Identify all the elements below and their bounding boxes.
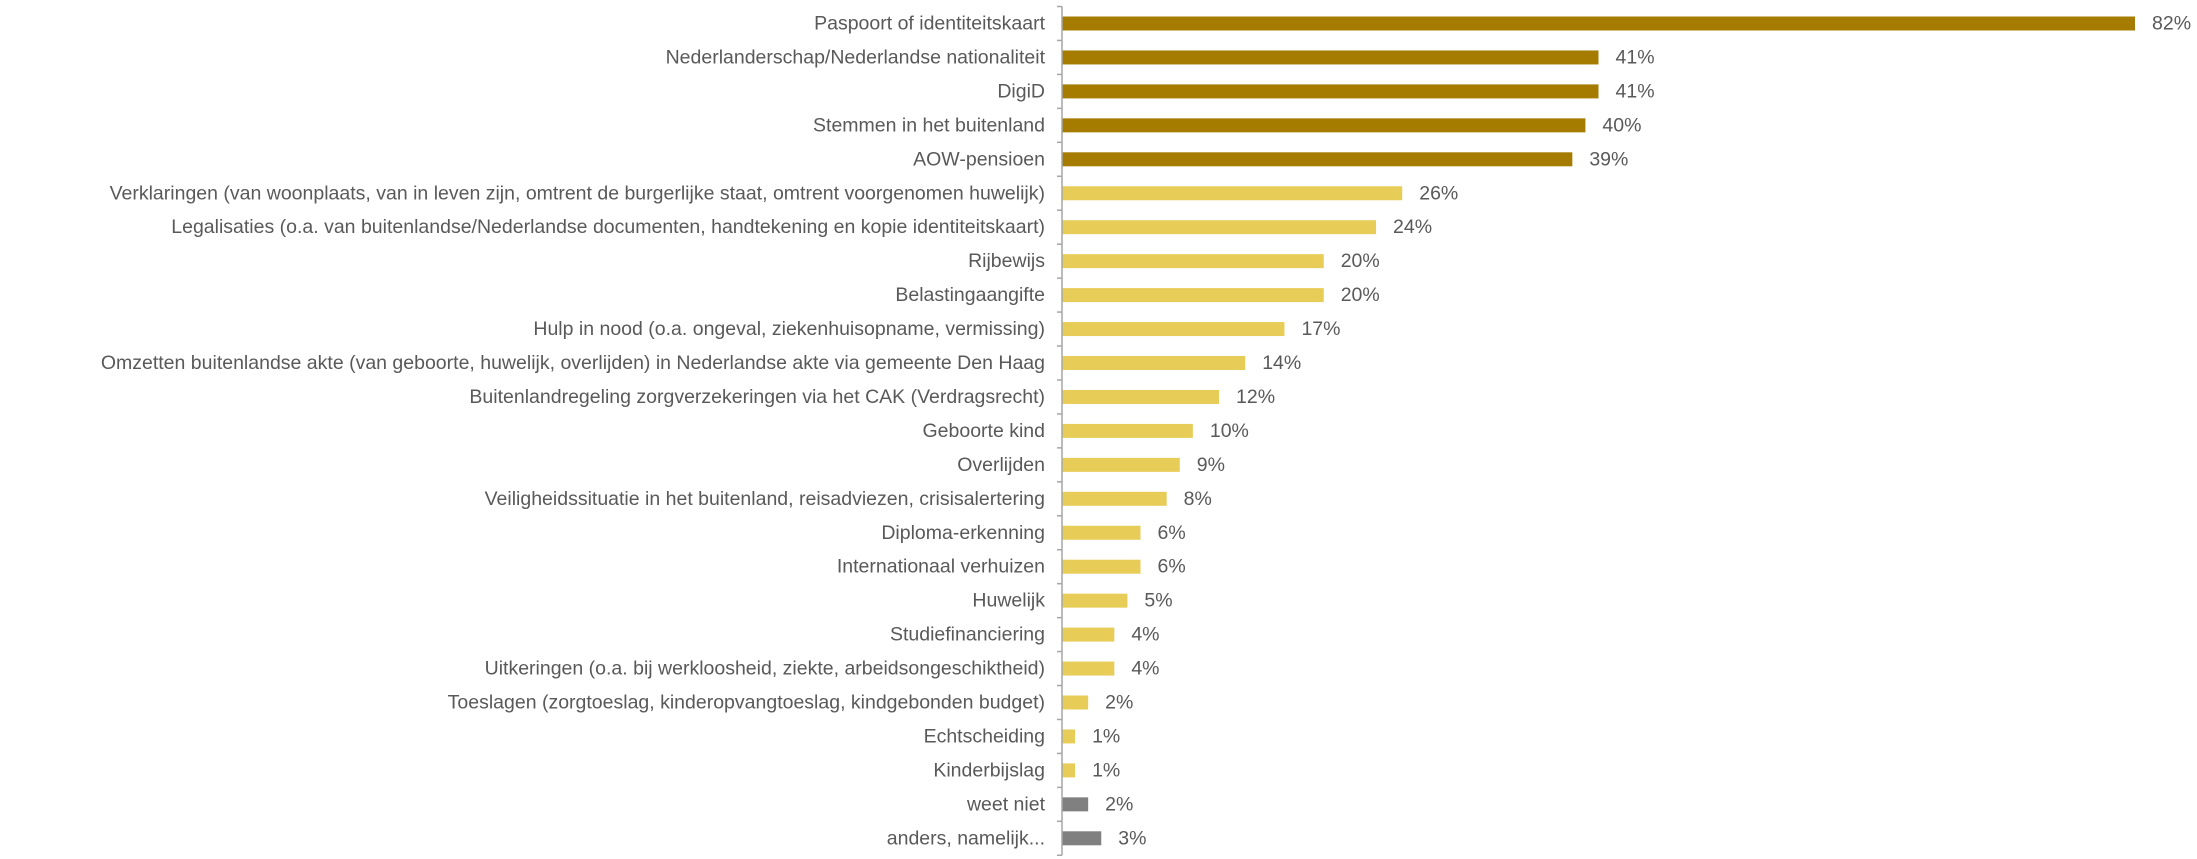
bar-belastingaangifte <box>1062 288 1324 303</box>
value-label: 17% <box>1301 318 1340 340</box>
bar-stemmen-in-het-buitenland <box>1062 118 1586 133</box>
bar-verklaringen-van-woonplaats-van-in-leven <box>1062 186 1403 201</box>
bar-nederlanderschap-nederlandse-nationalite <box>1062 50 1599 65</box>
category-label: anders, namelijk... <box>887 827 1045 849</box>
value-label: 14% <box>1262 352 1301 374</box>
category-label: Geboorte kind <box>923 420 1046 442</box>
value-label: 4% <box>1131 658 1159 680</box>
bar-geboorte-kind <box>1062 423 1193 438</box>
bar-uitkeringen-o-a-bij-werkloosheid-ziekte- <box>1062 661 1115 676</box>
bar-kinderbijslag <box>1062 763 1076 778</box>
bar-legalisaties-o-a-van-buitenlandse-nederl <box>1062 220 1377 235</box>
category-label: Omzetten buitenlandse akte (van geboorte… <box>101 352 1045 374</box>
bar-digid <box>1062 84 1599 99</box>
value-label: 1% <box>1092 759 1120 781</box>
category-label: Belastingaangifte <box>895 284 1045 306</box>
axis-ticks-layer <box>1057 5 1062 857</box>
category-label: AOW-pensioen <box>913 148 1045 170</box>
category-label: Huwelijk <box>972 590 1045 612</box>
category-label: Uitkeringen (o.a. bij werkloosheid, ziek… <box>485 658 1045 680</box>
category-label: Toeslagen (zorgtoeslag, kinderopvangtoes… <box>448 692 1045 714</box>
category-label: Legalisaties (o.a. van buitenlandse/Nede… <box>171 216 1045 238</box>
category-label: Veiligheidssituatie in het buitenland, r… <box>485 488 1045 510</box>
value-label: 9% <box>1197 454 1225 476</box>
value-label: 26% <box>1419 182 1458 204</box>
bar-diploma-erkenning <box>1062 525 1141 540</box>
value-label: 2% <box>1105 793 1133 815</box>
bar-weet-niet <box>1062 797 1089 812</box>
value-label: 39% <box>1589 148 1628 170</box>
bar-toeslagen-zorgtoeslag-kinderopvangtoesla <box>1062 695 1089 710</box>
category-label: weet niet <box>966 793 1046 815</box>
value-label: 10% <box>1210 420 1249 442</box>
category-label: DigiD <box>997 80 1045 102</box>
category-label: Nederlanderschap/Nederlandse nationalite… <box>666 46 1046 68</box>
value-label: 41% <box>1616 46 1655 68</box>
bar-huwelijk <box>1062 593 1128 608</box>
bar-echtscheiding <box>1062 729 1076 744</box>
bar-omzetten-buitenlandse-akte-van-geboorte- <box>1062 356 1246 370</box>
bar-veiligheidssituatie-in-het-buitenland-re <box>1062 491 1167 506</box>
value-label: 2% <box>1105 692 1133 714</box>
value-label: 5% <box>1144 590 1172 612</box>
bar-anders-namelijk <box>1062 831 1102 846</box>
category-label: Stemmen in het buitenland <box>813 114 1045 136</box>
value-label: 3% <box>1118 827 1146 849</box>
value-label: 41% <box>1616 80 1655 102</box>
bars-layer <box>1062 16 2135 846</box>
category-label: Studiefinanciering <box>890 624 1045 646</box>
value-label: 6% <box>1158 522 1186 544</box>
value-label: 24% <box>1393 216 1432 238</box>
category-label: Paspoort of identiteitskaart <box>814 13 1045 35</box>
category-label: Echtscheiding <box>924 725 1045 747</box>
value-label: 1% <box>1092 725 1120 747</box>
category-label: Diploma-erkenning <box>881 522 1045 544</box>
value-label: 20% <box>1341 250 1380 272</box>
bar-aow-pensioen <box>1062 152 1573 167</box>
value-label: 20% <box>1341 284 1380 306</box>
value-label: 4% <box>1131 624 1159 646</box>
value-label: 12% <box>1236 386 1275 408</box>
category-label: Internationaal verhuizen <box>837 556 1045 578</box>
bar-buitenlandregeling-zorgverzekeringen-via <box>1062 389 1220 404</box>
bar-rijbewijs <box>1062 254 1324 269</box>
category-label: Kinderbijslag <box>933 759 1045 781</box>
bar-paspoort-of-identiteitskaart <box>1062 16 2135 31</box>
category-label: Overlijden <box>957 454 1045 476</box>
value-label: 6% <box>1158 556 1186 578</box>
bar-studiefinanciering <box>1062 627 1115 642</box>
category-label: Hulp in nood (o.a. ongeval, ziekenhuisop… <box>533 318 1045 340</box>
category-labels-layer: Paspoort of identiteitskaart Nederlanders… <box>101 13 1046 850</box>
category-label: Rijbewijs <box>968 250 1045 272</box>
value-labels-layer: 82%41%41%40%39%26%24%20%20%17%14%12%10%9… <box>1092 13 2191 850</box>
bar-internationaal-verhuizen <box>1062 559 1141 574</box>
value-label: 8% <box>1184 488 1212 510</box>
bar-overlijden <box>1062 457 1180 472</box>
category-label: Verklaringen (van woonplaats, van in lev… <box>110 182 1045 204</box>
category-label: Buitenlandregeling zorgverzekeringen via… <box>469 386 1045 408</box>
value-label: 40% <box>1602 114 1641 136</box>
bar-hulp-in-nood-o-a-ongeval-ziekenhuisopnam <box>1062 322 1285 337</box>
value-label: 82% <box>2152 13 2191 35</box>
